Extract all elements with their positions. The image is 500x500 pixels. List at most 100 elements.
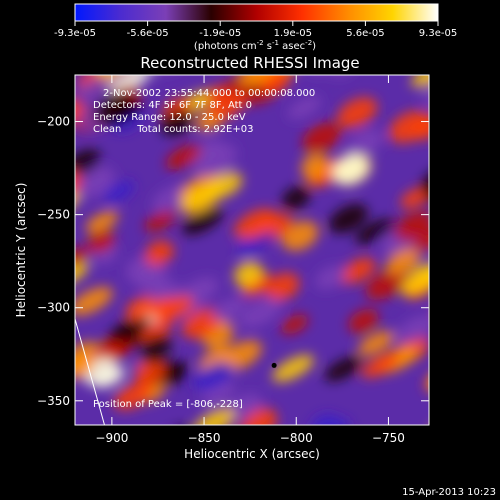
y-axis-label: Heliocentric Y (arcsec) bbox=[14, 183, 28, 318]
heatmap-cell bbox=[208, 92, 247, 120]
heatmap-cell bbox=[182, 208, 224, 235]
heatmap-cell bbox=[193, 408, 236, 425]
limb-line bbox=[74, 318, 105, 426]
y-tick-label: −350 bbox=[37, 394, 70, 408]
heatmap-cell bbox=[149, 297, 176, 319]
x-axis-ticks: −900 −850 −800 −750 bbox=[95, 75, 405, 445]
y-tick-label: −200 bbox=[37, 115, 70, 129]
heatmap-cell bbox=[315, 265, 346, 290]
chart-title: Reconstructed RHESSI Image bbox=[140, 54, 359, 72]
heatmap-cell bbox=[361, 352, 400, 378]
heatmap-cell bbox=[234, 208, 278, 240]
heatmap-cell bbox=[427, 363, 465, 396]
heatmap-cell bbox=[109, 75, 152, 94]
heatmap-cell bbox=[265, 272, 300, 302]
heatmap-image bbox=[75, 40, 479, 462]
heatmap-cell bbox=[212, 297, 246, 321]
heatmap-cell bbox=[400, 268, 429, 296]
heatmap-cell bbox=[77, 76, 109, 99]
heatmap-cell bbox=[85, 210, 119, 234]
heatmap-cell bbox=[75, 166, 115, 198]
heatmap-cell bbox=[139, 334, 174, 364]
heatmap-cell bbox=[110, 316, 151, 344]
heatmap-cell bbox=[280, 314, 309, 335]
annotation-detectors: Detectors: 4F 5F 6F 7F 8F, Att 0 bbox=[93, 100, 252, 111]
heatmap-cell bbox=[113, 381, 153, 410]
peak-position-label: Position of Peak = [-806,-228] bbox=[93, 399, 243, 410]
colorbar-tick-label: 9.3e-05 bbox=[419, 28, 457, 39]
colorbar-units: (photons cm-2 s-1 asec-2) bbox=[194, 39, 316, 52]
heatmap-cell bbox=[434, 224, 479, 262]
heatmap-cell bbox=[234, 261, 263, 288]
heatmap-cell bbox=[226, 393, 262, 420]
heatmap-cell bbox=[302, 122, 342, 153]
colorbar-tick-label: -1.9e-05 bbox=[199, 28, 241, 39]
heatmap-cell bbox=[440, 48, 479, 83]
heatmap-cell bbox=[281, 220, 319, 251]
annotation-counts: Clean Total counts: 2.92E+03 bbox=[93, 124, 253, 135]
heatmap-cell bbox=[144, 240, 174, 266]
heatmap-cell bbox=[413, 228, 429, 252]
heatmap-cell bbox=[160, 109, 193, 136]
heatmap-cell bbox=[193, 143, 237, 177]
heatmap-cell bbox=[365, 269, 407, 300]
heatmap-cell bbox=[181, 307, 222, 339]
heatmap-cell bbox=[125, 257, 155, 285]
y-axis-ticks: −350 −300 −250 −200 bbox=[37, 115, 429, 408]
heatmap-cell bbox=[430, 289, 472, 329]
x-axis-label: Heliocentric X (arcsec) bbox=[184, 447, 320, 461]
heatmap-cell bbox=[87, 229, 116, 253]
heatmap-cell bbox=[410, 114, 429, 140]
heatmap-cell bbox=[358, 330, 395, 356]
heatmap-cell bbox=[324, 356, 363, 382]
heatmap-cell bbox=[238, 75, 278, 87]
heatmap-cell bbox=[348, 308, 379, 334]
heatmap-cell bbox=[75, 286, 113, 316]
heatmap-cell bbox=[144, 209, 177, 232]
heatmap-cell bbox=[239, 298, 282, 328]
heatmap-cell bbox=[430, 147, 478, 185]
heatmap-cell bbox=[310, 414, 342, 425]
heatmap-cell bbox=[328, 203, 369, 234]
heatmap-cell bbox=[241, 407, 278, 425]
annotation-time: 2-Nov-2002 23:55:44.000 to 00:00:08.000 bbox=[103, 88, 315, 99]
annotation-block: 2-Nov-2002 23:55:44.000 to 00:00:08.000 … bbox=[93, 88, 315, 135]
heatmap-cell bbox=[193, 361, 234, 391]
heatmap-cell bbox=[354, 218, 395, 245]
heatmap-cell bbox=[411, 75, 429, 88]
heatmap-cell bbox=[207, 171, 243, 199]
heatmap-cell bbox=[165, 144, 202, 170]
heatmap-cell bbox=[103, 180, 135, 203]
heatmap-cell bbox=[427, 416, 429, 425]
heatmap-cell bbox=[125, 295, 158, 321]
heatmap-cell bbox=[337, 97, 378, 129]
plot-frame bbox=[74, 74, 430, 426]
heatmap-cell bbox=[396, 314, 429, 343]
x-tick-label: −850 bbox=[188, 431, 221, 445]
heatmap-cell bbox=[427, 40, 476, 84]
colorbar-tick-label: 1.9e-05 bbox=[274, 28, 312, 39]
heatmap-cell bbox=[344, 129, 384, 158]
annotation-energy: Energy Range: 12.0 - 25.0 keV bbox=[93, 112, 246, 123]
heatmap-cell bbox=[75, 261, 89, 288]
heatmap-cell bbox=[105, 101, 143, 126]
heatmap-cell bbox=[75, 247, 90, 271]
colorbar bbox=[74, 3, 439, 22]
x-tick-label: −800 bbox=[280, 431, 313, 445]
peak-marker bbox=[271, 362, 277, 368]
heatmap-cell bbox=[236, 231, 274, 256]
heatmap-cell bbox=[282, 186, 311, 210]
heatmap-cell bbox=[287, 96, 322, 120]
x-tick-label: −750 bbox=[372, 431, 405, 445]
colorbar-tick-label: -9.3e-05 bbox=[54, 28, 96, 39]
colorbar-tick-label: 5.6e-05 bbox=[346, 28, 384, 39]
colorbar-tick-label: -5.6e-05 bbox=[127, 28, 169, 39]
heatmap-cell bbox=[324, 428, 364, 462]
heatmap-cell bbox=[332, 154, 368, 185]
heatmap-cell bbox=[434, 306, 479, 341]
heatmap-cell bbox=[134, 358, 166, 386]
y-tick-label: −300 bbox=[37, 301, 70, 315]
heatmap-cell bbox=[150, 427, 188, 461]
heatmap-cell bbox=[261, 75, 291, 94]
heatmap-cell bbox=[108, 44, 144, 76]
